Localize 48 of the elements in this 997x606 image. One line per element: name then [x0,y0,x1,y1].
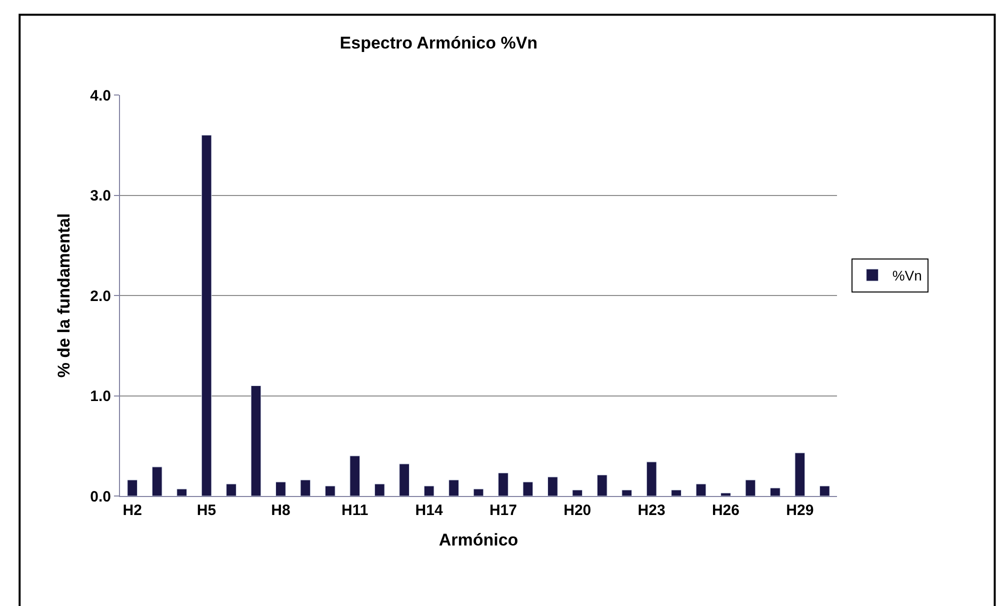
bar [127,480,138,496]
x-tick-label: H29 [786,502,814,519]
legend-label: %Vn [892,268,922,284]
bar [622,490,632,496]
bar [324,486,336,496]
x-tick-label: H26 [712,502,740,519]
bar [547,476,558,496]
x-tick-label: H2 [122,502,142,519]
bar [176,488,188,496]
bar [276,482,286,496]
bar [250,385,262,496]
y-tick-label: 0.0 [90,488,111,506]
x-tick-label: H5 [196,502,216,519]
x-tick-label: H20 [564,502,592,519]
bar [226,484,236,496]
bar [819,486,830,496]
bar [424,486,434,496]
bar [646,462,657,496]
x-tick-label: H17 [489,502,517,519]
y-tick-label: 4.0 [90,87,111,104]
bar [350,456,360,496]
x-tick-label: H8 [271,502,290,519]
bar [770,488,780,496]
bar [300,480,311,496]
bar [473,488,484,496]
x-tick-label: H14 [415,502,444,519]
bar [522,482,534,496]
bar [794,452,806,496]
bar [745,480,756,496]
y-tick-label: 1.0 [90,388,111,405]
x-tick-label: H11 [342,502,368,519]
y-tick-label: 3.0 [90,188,111,204]
bar [696,484,706,496]
bar [448,480,459,496]
bar [201,134,212,496]
x-tick-label: H23 [638,502,666,519]
bar [671,490,682,496]
bar [498,472,508,496]
bar [399,464,410,496]
y-tick-label: 2.0 [90,288,111,305]
bar [596,474,608,496]
bar [152,466,162,496]
bar [572,490,583,496]
x-axis-title: Armónico [438,530,518,550]
bar [720,492,731,496]
chart-title: Espectro Armónico %Vn [340,33,538,52]
bar [374,484,385,496]
y-axis-title: % de la fundamental [54,213,74,378]
